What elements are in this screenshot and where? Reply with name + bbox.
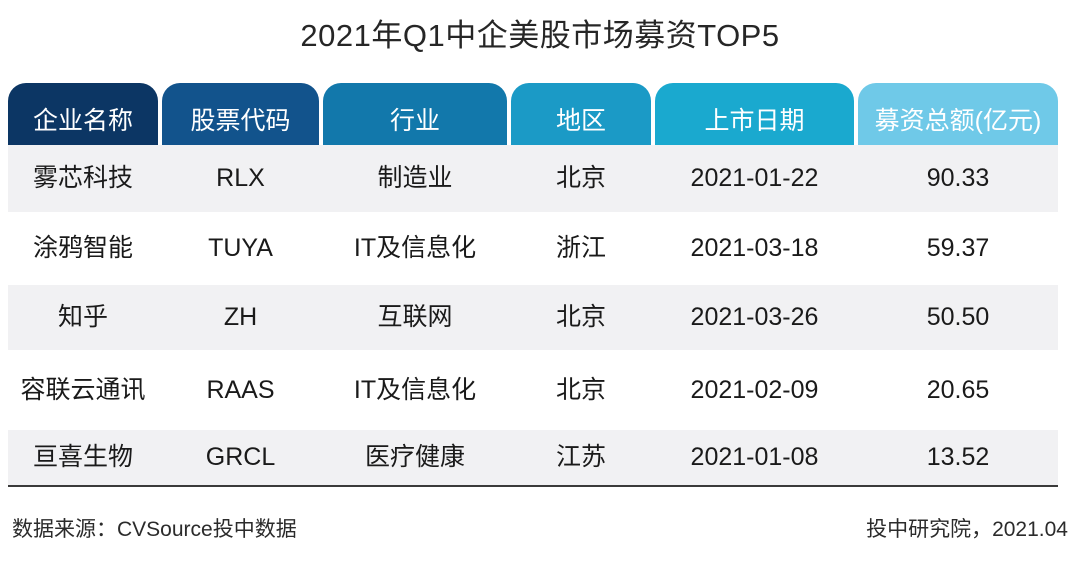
cell-industry: IT及信息化 [353, 234, 477, 262]
cell-ticker: RAAS [206, 375, 275, 404]
table-header-region-label: 地区 [555, 107, 606, 135]
cell-listing-date: 2021-03-26 [690, 303, 819, 331]
cell-company: 亘喜生物 [32, 443, 133, 471]
table-header-listing-date[interactable]: 上市日期 [655, 83, 854, 145]
cell-ticker: ZH [223, 303, 258, 331]
cell-listing-date: 2021-02-09 [690, 375, 819, 404]
cell-company: 雾芯科技 [32, 164, 133, 192]
data-source-note: 数据来源：CVSource投中数据 [12, 518, 297, 541]
table-row[interactable]: 容联云通讯 RAAS IT及信息化 北京 2021-02-09 20.65 [8, 350, 1058, 430]
cell-listing-date: 2021-01-22 [690, 164, 819, 192]
table-header-region[interactable]: 地区 [511, 83, 651, 145]
cell-listing-date: 2021-01-08 [690, 443, 819, 471]
cell-ticker: GRCL [205, 443, 276, 471]
ranking-table: 企业名称 股票代码 行业 地区 上市日期 募资总额(亿元) 雾芯科技 RLX 制 [8, 83, 1058, 487]
cell-region: 江苏 [555, 443, 606, 471]
cell-ticker: RLX [216, 164, 265, 192]
table-body: 雾芯科技 RLX 制造业 北京 2021-01-22 90.33 涂鸦智能 TU… [8, 145, 1058, 487]
cell-company: 知乎 [57, 303, 108, 331]
cell-amount: 59.37 [926, 234, 990, 262]
table-header-amount-label: 募资总额(亿元) [874, 107, 1042, 135]
table-header-industry[interactable]: 行业 [323, 83, 507, 145]
cell-company: 涂鸦智能 [32, 234, 133, 262]
publisher-note: 投中研究院，2021.04 [866, 518, 1068, 541]
cell-ticker: TUYA [208, 234, 273, 262]
cell-industry: IT及信息化 [353, 375, 477, 404]
table-row[interactable]: 涂鸦智能 TUYA IT及信息化 浙江 2021-03-18 59.37 [8, 212, 1058, 285]
table-header-amount[interactable]: 募资总额(亿元) [858, 83, 1058, 145]
table-header-row: 企业名称 股票代码 行业 地区 上市日期 募资总额(亿元) [8, 83, 1058, 145]
cell-amount: 50.50 [926, 303, 990, 331]
cell-amount: 13.52 [926, 443, 990, 471]
table-header-industry-label: 行业 [389, 107, 440, 135]
footer: 数据来源：CVSource投中数据 投中研究院，2021.04 [0, 510, 1080, 550]
table-header-company[interactable]: 企业名称 [8, 83, 158, 145]
table-header-ticker-label: 股票代码 [190, 107, 291, 135]
cell-amount: 90.33 [926, 164, 990, 192]
cell-amount: 20.65 [926, 375, 990, 404]
table-row[interactable]: 亘喜生物 GRCL 医疗健康 江苏 2021-01-08 13.52 [8, 430, 1058, 485]
table-header-listing-date-label: 上市日期 [704, 107, 805, 135]
cell-region: 北京 [555, 375, 606, 404]
table-row[interactable]: 雾芯科技 RLX 制造业 北京 2021-01-22 90.33 [8, 145, 1058, 212]
cell-listing-date: 2021-03-18 [690, 234, 819, 262]
cell-region: 北京 [555, 303, 606, 331]
cell-industry: 制造业 [377, 164, 453, 192]
page-title: 2021年Q1中企美股市场募资TOP5 [300, 18, 780, 53]
cell-industry: 互联网 [377, 303, 453, 331]
cell-region: 浙江 [555, 234, 606, 262]
cell-region: 北京 [555, 164, 606, 192]
cell-company: 容联云通讯 [20, 375, 146, 404]
table-row[interactable]: 知乎 ZH 互联网 北京 2021-03-26 50.50 [8, 285, 1058, 350]
cell-industry: 医疗健康 [364, 443, 465, 471]
table-header-company-label: 企业名称 [32, 107, 133, 135]
table-header-ticker[interactable]: 股票代码 [162, 83, 319, 145]
